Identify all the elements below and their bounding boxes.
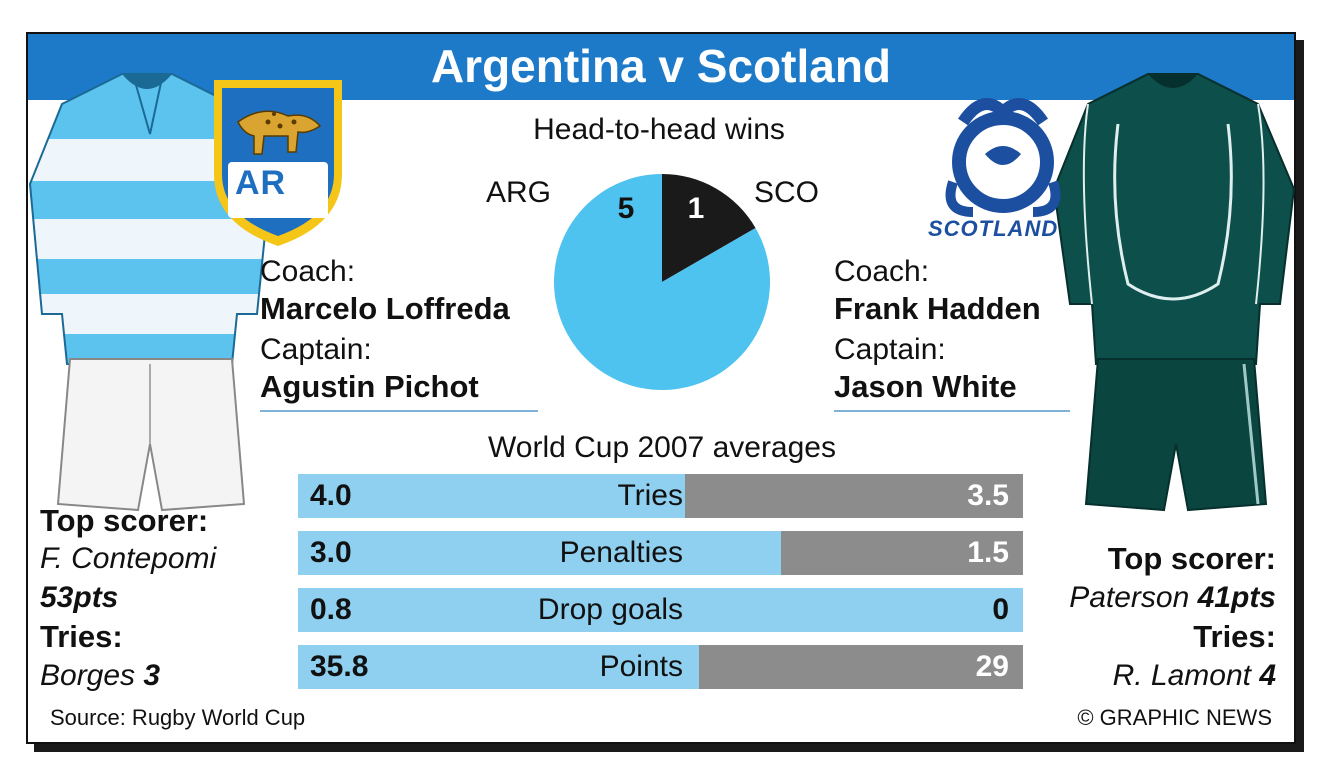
argentina-captain-name: Agustin Pichot [260, 369, 479, 404]
bar-value-argentina: 0.8 [310, 593, 352, 626]
argentina-tries-count: 3 [143, 659, 161, 692]
bar-argentina [298, 474, 685, 518]
scotland-top-scorer-label: Top scorer: [1107, 541, 1276, 576]
bar-argentina [298, 588, 1023, 632]
bar-argentina [298, 645, 699, 689]
pie-slice-arg [554, 174, 770, 390]
bar-scotland [685, 474, 1023, 518]
bar-row-drop-goals: 0.8 0 Drop goals [298, 588, 1023, 632]
scotland-tries-label: Tries: [1193, 619, 1276, 654]
bar-row-points: 35.8 29 Points [298, 645, 1023, 689]
bar-category-label: Points [599, 650, 683, 683]
argentina-tries-label: Tries: [40, 619, 123, 654]
scotland-crest-text: SCOTLAND [928, 216, 1059, 241]
bar-value-argentina: 4.0 [310, 479, 352, 512]
bar-value-scotland: 0 [992, 593, 1009, 626]
scotland-top-scorer-points: 41pts [1197, 581, 1276, 614]
bar-category-label: Tries [617, 479, 683, 512]
pie-value-arg: 5 [618, 192, 635, 225]
pie-slice-sco [662, 174, 756, 282]
scotland-thistle-logo [945, 98, 1061, 217]
argentina-captain-label: Captain: [260, 333, 372, 366]
argentina-crest-text: AR [235, 164, 287, 202]
bar-value-argentina: 35.8 [310, 650, 369, 683]
scotland-tries-name: R. Lamont [1112, 659, 1251, 692]
page-title: Argentina v Scotland [430, 40, 892, 92]
argentina-coach-name: Marcelo Loffreda [260, 291, 510, 326]
bar-category-label: Drop goals [537, 593, 683, 626]
scotland-captain-name: Jason White [834, 369, 1017, 404]
bar-scotland [699, 645, 1023, 689]
scotland-coach-name: Frank Hadden [834, 291, 1041, 326]
argentina-coach-label: Coach: [260, 255, 356, 288]
pie-value-sco: 1 [688, 192, 705, 225]
scotland-coach-label: Coach: [834, 255, 930, 288]
credit-note: © GRAPHIC NEWS [1077, 705, 1272, 730]
argentina-top-scorer-name: F. Contepomi [40, 542, 217, 575]
averages-heading: World Cup 2007 averages [488, 431, 836, 464]
scotland-tries-line: R. Lamont 4 [1113, 657, 1276, 695]
bar-value-argentina: 3.0 [310, 536, 352, 569]
argentina-tries-name: Borges [40, 659, 136, 692]
head-to-head-heading: Head-to-head wins [533, 113, 785, 146]
scotland-top-scorer-line: Paterson 41pts [1069, 579, 1276, 617]
scotland-tries-count: 4 [1259, 659, 1276, 692]
pie-label-arg: ARG [486, 176, 552, 209]
infographic-frame: Argentina v Scotland AR [26, 32, 1296, 744]
pie-label-sco: SCO [754, 176, 820, 209]
scotland-jersey-illustration [1052, 73, 1296, 512]
bar-category-label: Penalties [559, 536, 683, 569]
bar-argentina [298, 531, 781, 575]
bar-row-penalties: 3.0 1.5 Penalties [298, 531, 1023, 575]
scotland-captain-label: Captain: [834, 333, 946, 366]
scotland-divider [834, 410, 1070, 412]
bar-value-scotland: 3.5 [967, 479, 1009, 512]
bar-value-scotland: 29 [975, 650, 1009, 683]
argentina-divider [260, 410, 538, 412]
scotland-top-scorer-name: Paterson [1069, 581, 1190, 614]
source-note: Source: Rugby World Cup [50, 705, 306, 730]
bar-value-scotland: 1.5 [967, 536, 1009, 569]
argentina-top-scorer-label: Top scorer: [40, 503, 209, 538]
argentina-top-scorer-points: 53pts [40, 581, 119, 614]
bar-row-tries: 4.0 3.5 Tries [298, 474, 1023, 518]
bar-scotland [781, 531, 1023, 575]
argentina-tries-line: Borges 3 [40, 657, 160, 695]
argentina-crest-logo [214, 80, 342, 246]
